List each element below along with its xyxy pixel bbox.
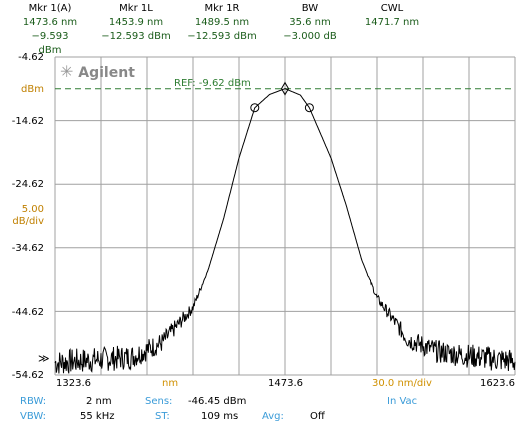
marker-circle-icon: [304, 103, 314, 113]
reference-label: REF: -9.62 dBm: [174, 78, 251, 89]
rbw-label: RBW:: [20, 396, 47, 407]
marker-label: Mkr 1(A): [28, 3, 72, 14]
vbw-label: VBW:: [20, 411, 47, 422]
y-tick-label: -44.62: [11, 307, 44, 318]
st-label: ST:: [155, 411, 170, 422]
bandwidth-db: −3.000 dB: [283, 31, 337, 42]
marker-diamond-icon: [280, 81, 290, 96]
brand-name: Agilent: [78, 65, 135, 81]
y-unit-label: dBm: [21, 84, 44, 95]
marker-symbols: [250, 81, 314, 113]
marker-1r-readout: Mkr 1R 1489.5 nm −12.593 dBm: [186, 2, 258, 44]
st-value: 109 ms: [201, 411, 239, 422]
bandwidth-readout: BW 35.6 nm −3.000 dB: [278, 2, 342, 44]
sens-value: -46.45 dBm: [188, 396, 247, 407]
marker-power: −12.593 dBm: [101, 31, 171, 42]
marker-wavelength: 1489.5 nm: [194, 17, 250, 28]
marker-arrow-icon: ≫: [38, 352, 50, 365]
medium-label: In Vac: [387, 396, 418, 407]
x-stop-label: 1623.6: [480, 378, 515, 389]
center-wavelength-readout: CWL 1471.7 nm: [360, 2, 424, 30]
marker-1l-readout: Mkr 1L 1453.9 nm −12.593 dBm: [100, 2, 172, 44]
x-center-label: 1473.6: [268, 378, 303, 389]
y-tick-label: -4.62: [18, 52, 44, 63]
bandwidth-value: 35.6 nm: [289, 17, 331, 28]
rbw-value: 2 nm: [86, 396, 112, 407]
svg-text:≫: ≫: [38, 352, 50, 365]
plot-grid: [54, 56, 516, 376]
y-tick-label: -34.62: [11, 243, 44, 254]
agilent-logo: ✳ Agilent: [60, 62, 135, 81]
vbw-value: 55 kHz: [80, 411, 115, 422]
cwl-label: CWL: [380, 3, 404, 14]
y-scale-unit: dB/div: [12, 216, 44, 227]
y-scale-value: 5.00: [21, 204, 44, 215]
x-start-label: 1323.6: [56, 378, 91, 389]
marker-circle-icon: [250, 103, 260, 113]
avg-label: Avg:: [262, 411, 284, 422]
x-span-label: 30.0 nm/div: [372, 378, 432, 389]
marker-label: Mkr 1R: [204, 3, 240, 14]
starburst-logo-icon: ✳: [60, 62, 74, 81]
cwl-value: 1471.7 nm: [364, 17, 420, 28]
marker-wavelength: 1473.6 nm: [22, 17, 78, 28]
y-tick-label: -54.62: [11, 370, 44, 381]
bandwidth-label: BW: [301, 3, 319, 14]
marker-label: Mkr 1L: [119, 3, 153, 14]
marker-wavelength: 1453.9 nm: [108, 17, 164, 28]
marker-power: −9.593 dBm: [31, 31, 69, 56]
y-tick-label: -14.62: [11, 116, 44, 127]
sens-label: Sens:: [145, 396, 173, 407]
y-tick-label: -24.62: [11, 179, 44, 190]
avg-value: Off: [310, 411, 325, 422]
marker-1a-readout: Mkr 1(A) 1473.6 nm −9.593 dBm: [20, 2, 80, 58]
x-unit-label: nm: [162, 378, 179, 389]
marker-power: −12.593 dBm: [187, 31, 257, 42]
spectrum-trace: [54, 88, 516, 374]
